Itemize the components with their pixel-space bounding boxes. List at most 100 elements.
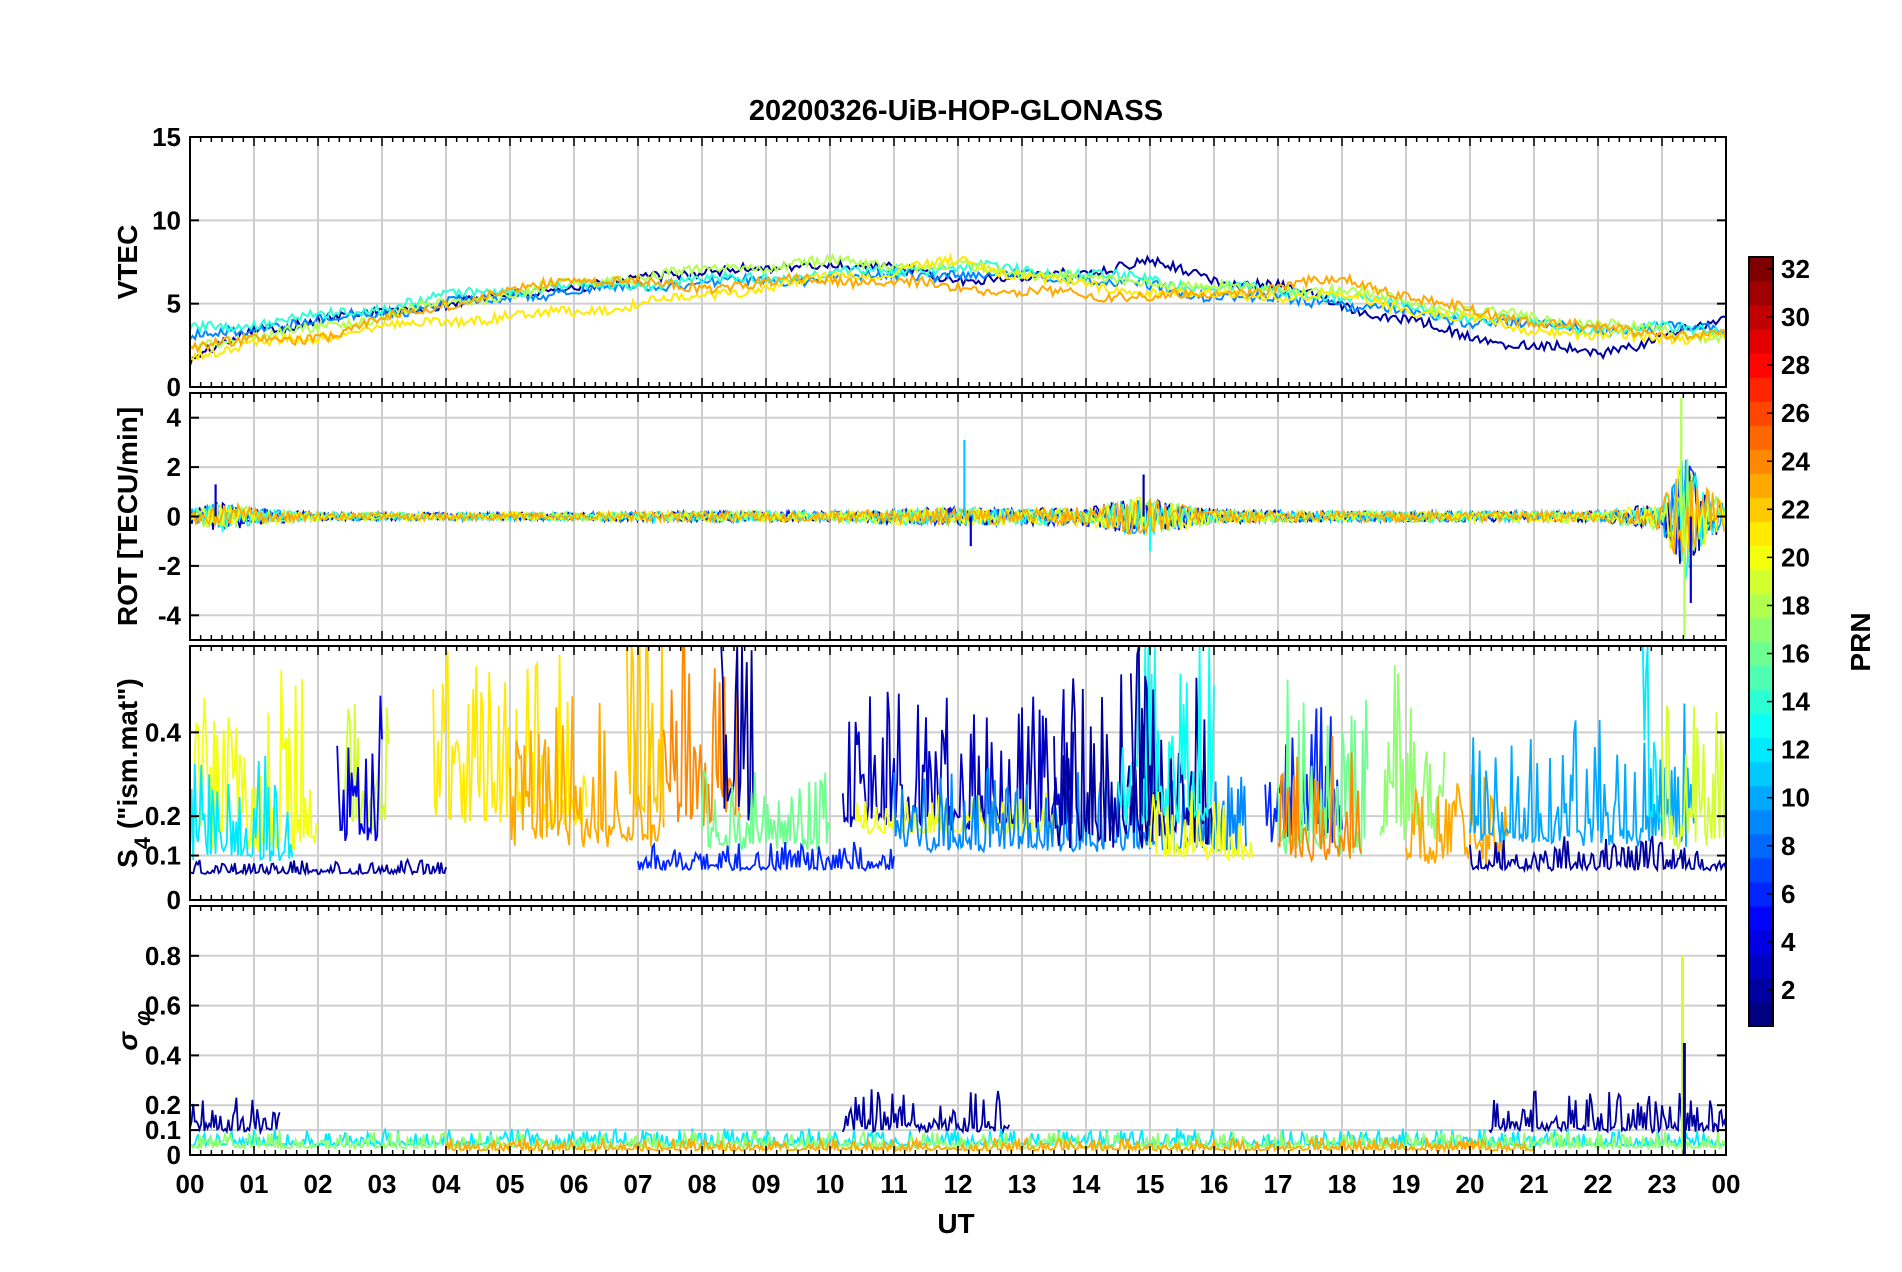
colorbar-tick-label: 6 [1781, 879, 1795, 909]
x-tick-label: 11 [880, 1169, 908, 1199]
y-tick-label: 15 [152, 122, 181, 152]
series-line-prn-24 [1277, 736, 1363, 864]
series-line-prn-2 [190, 857, 447, 877]
colorbar-swatch [1749, 425, 1773, 450]
series-line-prn-4 [336, 695, 383, 842]
series-line-prn-23 [509, 696, 665, 848]
x-tick-label: 07 [624, 1169, 653, 1199]
series-line-prn-12 [190, 755, 294, 862]
x-axis-label: UT [937, 1208, 974, 1239]
colorbar-swatch [1749, 809, 1773, 835]
series-line-prn-2 [1129, 646, 1158, 831]
colorbar-tick-label: 14 [1781, 687, 1810, 717]
series-line-prn-20 [854, 792, 1055, 837]
y-tick-label: 0 [167, 502, 181, 532]
y-axis-label: S4 ("ism.mat") [112, 678, 155, 868]
series-line-prn-16 [701, 768, 831, 851]
series-line-prn-21 [190, 252, 1726, 362]
y-tick-label: 5 [167, 289, 181, 319]
y-tick-label: 0.4 [145, 1040, 182, 1070]
x-tick-label: 20 [1456, 1169, 1485, 1199]
colorbar-tick-label: 18 [1781, 590, 1810, 620]
s4-panel: 0 0.1 0.2 0.4S4 ("ism.mat") [112, 645, 1727, 915]
series-line-prn-2 [720, 646, 755, 821]
colorbar-tick-label: 32 [1781, 254, 1810, 284]
y-axis-label: ROT [TECU/min] [112, 407, 143, 626]
colorbar-swatch [1749, 713, 1773, 739]
rot-panel: -4 -2 0 2 4 ROT [TECU/min] [112, 392, 1727, 641]
series-line-prn-19 [1661, 705, 1726, 852]
series-line-prn-14 [190, 258, 1726, 338]
series-line-prn-3 [841, 689, 1075, 831]
series-line-prn-23 [1405, 774, 1510, 865]
colorbar-swatch [1749, 329, 1773, 354]
y-tick-label: -4 [158, 600, 182, 630]
colorbar-frame [1748, 256, 1774, 1027]
colorbar-swatch [1749, 617, 1773, 643]
colorbar-swatch [1749, 905, 1773, 931]
vtec-panel: 0 5 10 15 VTEC [112, 122, 1727, 402]
x-tick-label: 16 [1200, 1169, 1229, 1199]
series-line-prn-6 [637, 841, 895, 873]
y-tick-label: 0.6 [145, 991, 181, 1021]
colorbar-tick-label: 12 [1781, 735, 1810, 765]
x-tick-label: 09 [752, 1169, 781, 1199]
x-tick-label: 00 [1712, 1169, 1741, 1199]
y-tick-label: 0.1 [145, 841, 181, 871]
x-tick-label: 12 [944, 1169, 973, 1199]
data-traces [190, 252, 1726, 366]
series-line-prn-23 [190, 271, 1726, 354]
colorbar-swatch [1749, 473, 1773, 498]
colorbar-tick-label: 16 [1781, 639, 1810, 669]
colorbar-swatch [1749, 857, 1773, 883]
x-tick-label: 04 [432, 1169, 461, 1199]
x-tick-label: 01 [240, 1169, 269, 1199]
figure-title: 20200326-UiB-HOP-GLONASS [749, 95, 1163, 127]
x-tick-label: 05 [496, 1169, 525, 1199]
y-tick-label: 0 [167, 1140, 181, 1170]
colorbar-tick-label: 26 [1781, 398, 1810, 428]
x-tick-label: 18 [1328, 1169, 1357, 1199]
y-tick-label: 0 [167, 372, 181, 402]
colorbar-tick-label: 20 [1781, 542, 1810, 572]
y-axis-label: VTEC [112, 225, 143, 300]
series-line-prn-20 [1149, 791, 1254, 863]
y-tick-label: 0.2 [145, 801, 181, 831]
series-line-prn-2 [841, 1089, 1011, 1135]
colorbar-tick-label: 24 [1781, 446, 1810, 476]
x-tick-label: 17 [1264, 1169, 1293, 1199]
x-tick-label: 14 [1072, 1169, 1101, 1199]
colorbar-swatch [1749, 281, 1773, 306]
series-line-prn-2 [1053, 674, 1215, 849]
colorbar-tick-label: 22 [1781, 494, 1810, 524]
x-tick-label: 06 [560, 1169, 589, 1199]
colorbar-swatch [1749, 569, 1773, 595]
colorbar-tick-label: 4 [1781, 927, 1796, 957]
x-tick-label: 03 [368, 1169, 397, 1199]
x-tick-label: 02 [304, 1169, 333, 1199]
x-tick-label: 21 [1520, 1169, 1549, 1199]
x-tick-label: 00 [176, 1169, 205, 1199]
y-tick-label: 0 [167, 885, 181, 915]
y-tick-label: 4 [167, 403, 182, 433]
series-line-prn-23 [190, 478, 1726, 555]
x-tick-label: 08 [688, 1169, 717, 1199]
colorbar-swatch [1749, 665, 1773, 691]
series-line-prn-22 [625, 646, 665, 819]
x-tick-label: 15 [1136, 1169, 1165, 1199]
y-tick-label: 10 [152, 205, 181, 235]
colorbar-swatch [1749, 377, 1773, 402]
colorbar-swatch [1749, 521, 1773, 546]
y-tick-label: 0.4 [145, 717, 182, 747]
y-tick-label: 0.1 [145, 1115, 181, 1145]
colorbar-tick-label: 2 [1781, 975, 1795, 1005]
colorbar-tick-label: 30 [1781, 302, 1810, 332]
sigma-phi-panel: 00.10.2 0.4 0.6 0.8 σ φ 00 01 02 03 04 05 06 07 08 09 1… [112, 905, 1741, 1199]
y-axis-label: σ φ [112, 1010, 155, 1050]
colorbar-tick-label: 8 [1781, 831, 1795, 861]
series-line-prn-12 [1641, 646, 1663, 823]
x-tick-label: 13 [1008, 1169, 1037, 1199]
series-line-prn-2 [1469, 835, 1726, 874]
